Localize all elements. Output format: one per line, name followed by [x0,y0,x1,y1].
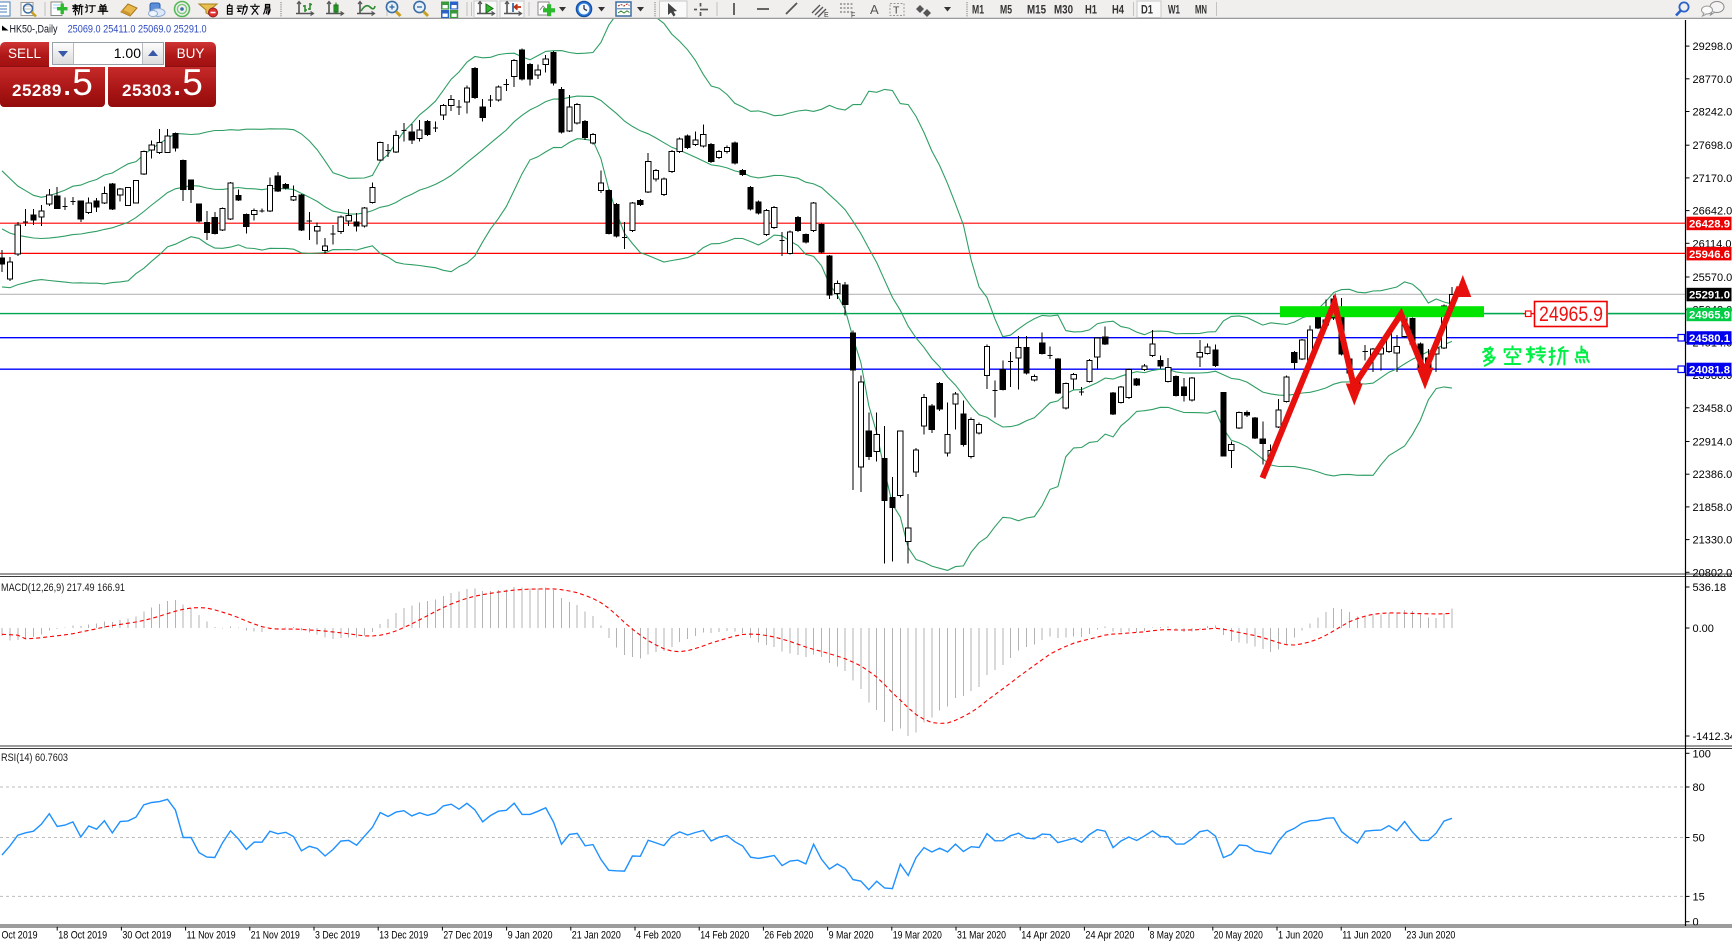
svg-text:27 Dec 2019: 27 Dec 2019 [443,930,492,942]
svg-text:26 Feb 2020: 26 Feb 2020 [764,930,813,942]
svg-text:31 Mar 2020: 31 Mar 2020 [957,930,1006,942]
svg-text:20802.0: 20802.0 [1693,567,1732,579]
svg-text:24081.8: 24081.8 [1689,365,1730,377]
svg-text:M1: M1 [972,5,984,17]
svg-text:28242.0: 28242.0 [1693,107,1732,119]
svg-text:27170.0: 27170.0 [1693,173,1732,185]
svg-text:25946.6: 25946.6 [1689,249,1730,261]
svg-text:21858.0: 21858.0 [1693,502,1732,514]
svg-text:20 May 2020: 20 May 2020 [1214,930,1263,942]
svg-text:22386.0: 22386.0 [1693,469,1732,481]
svg-text:536.18: 536.18 [1693,582,1727,594]
svg-text:H4: H4 [1112,5,1124,17]
svg-text:100: 100 [1693,748,1711,760]
svg-text:21 Jan 2020: 21 Jan 2020 [572,930,621,942]
svg-text:MN: MN [1195,5,1207,17]
svg-text:25291.0: 25291.0 [1689,290,1730,302]
svg-text:23458.0: 23458.0 [1693,403,1732,415]
svg-text:24 Apr 2020: 24 Apr 2020 [1085,930,1134,942]
svg-text:11 Jun 2020: 11 Jun 2020 [1342,930,1391,942]
svg-text:28770.0: 28770.0 [1693,74,1732,86]
svg-text:M15: M15 [1027,5,1047,17]
svg-text:24580.1: 24580.1 [1689,333,1730,345]
svg-text:24965.9: 24965.9 [1539,303,1603,326]
svg-text:11 Nov 2019: 11 Nov 2019 [187,930,236,942]
svg-text:D1: D1 [1141,5,1153,17]
svg-text:9 Jan 2020: 9 Jan 2020 [508,930,553,942]
svg-text:21 Nov 2019: 21 Nov 2019 [251,930,300,942]
svg-text:T: T [893,5,900,17]
svg-text:14 Feb 2020: 14 Feb 2020 [700,930,749,942]
svg-text:F: F [851,13,855,20]
svg-text:W1: W1 [1168,5,1180,17]
svg-text:M5: M5 [1000,5,1012,17]
svg-text:Oct 2019: Oct 2019 [2,930,38,942]
svg-text:26428.9: 26428.9 [1689,219,1730,231]
svg-text:A: A [870,2,879,17]
svg-text:23 Jun 2020: 23 Jun 2020 [1406,930,1455,942]
svg-text:13 Dec 2019: 13 Dec 2019 [379,930,428,942]
svg-text:15: 15 [1693,891,1705,903]
svg-text:MACD(12,26,9) 217.49 166.91: MACD(12,26,9) 217.49 166.91 [1,582,125,594]
svg-text:80: 80 [1693,782,1705,794]
svg-text:14 Apr 2020: 14 Apr 2020 [1021,930,1070,942]
svg-text:18 Oct 2019: 18 Oct 2019 [58,930,107,942]
svg-text:1 Jun 2020: 1 Jun 2020 [1278,930,1323,942]
svg-text:24965.9: 24965.9 [1689,310,1730,322]
svg-text:0: 0 [1693,917,1699,929]
svg-text:H1: H1 [1085,5,1097,17]
svg-text:27698.0: 27698.0 [1693,140,1732,152]
svg-text:25570.0: 25570.0 [1693,272,1732,284]
svg-text:8 May 2020: 8 May 2020 [1150,930,1195,942]
svg-text:-1412.34: -1412.34 [1693,731,1732,743]
svg-text:E: E [824,12,829,19]
svg-text:26642.0: 26642.0 [1693,206,1732,218]
svg-text:19 Mar 2020: 19 Mar 2020 [893,930,942,942]
svg-text:3 Dec 2019: 3 Dec 2019 [315,930,360,942]
svg-text:29298.0: 29298.0 [1693,41,1732,53]
svg-text:30 Oct 2019: 30 Oct 2019 [122,930,171,942]
svg-text:9 Mar 2020: 9 Mar 2020 [829,930,874,942]
svg-text:M30: M30 [1054,5,1073,17]
svg-text:21330.0: 21330.0 [1693,535,1732,547]
svg-text:0.00: 0.00 [1693,623,1714,635]
svg-text:25069.0 25411.0 25069.0 25291.: 25069.0 25411.0 25069.0 25291.0 [68,24,207,36]
svg-text:22914.0: 22914.0 [1693,437,1732,449]
svg-text:RSI(14) 60.7603: RSI(14) 60.7603 [1,752,68,764]
svg-text:50: 50 [1693,833,1705,845]
svg-text:HK50-,Daily: HK50-,Daily [10,24,58,36]
svg-text:4 Feb 2020: 4 Feb 2020 [636,930,681,942]
